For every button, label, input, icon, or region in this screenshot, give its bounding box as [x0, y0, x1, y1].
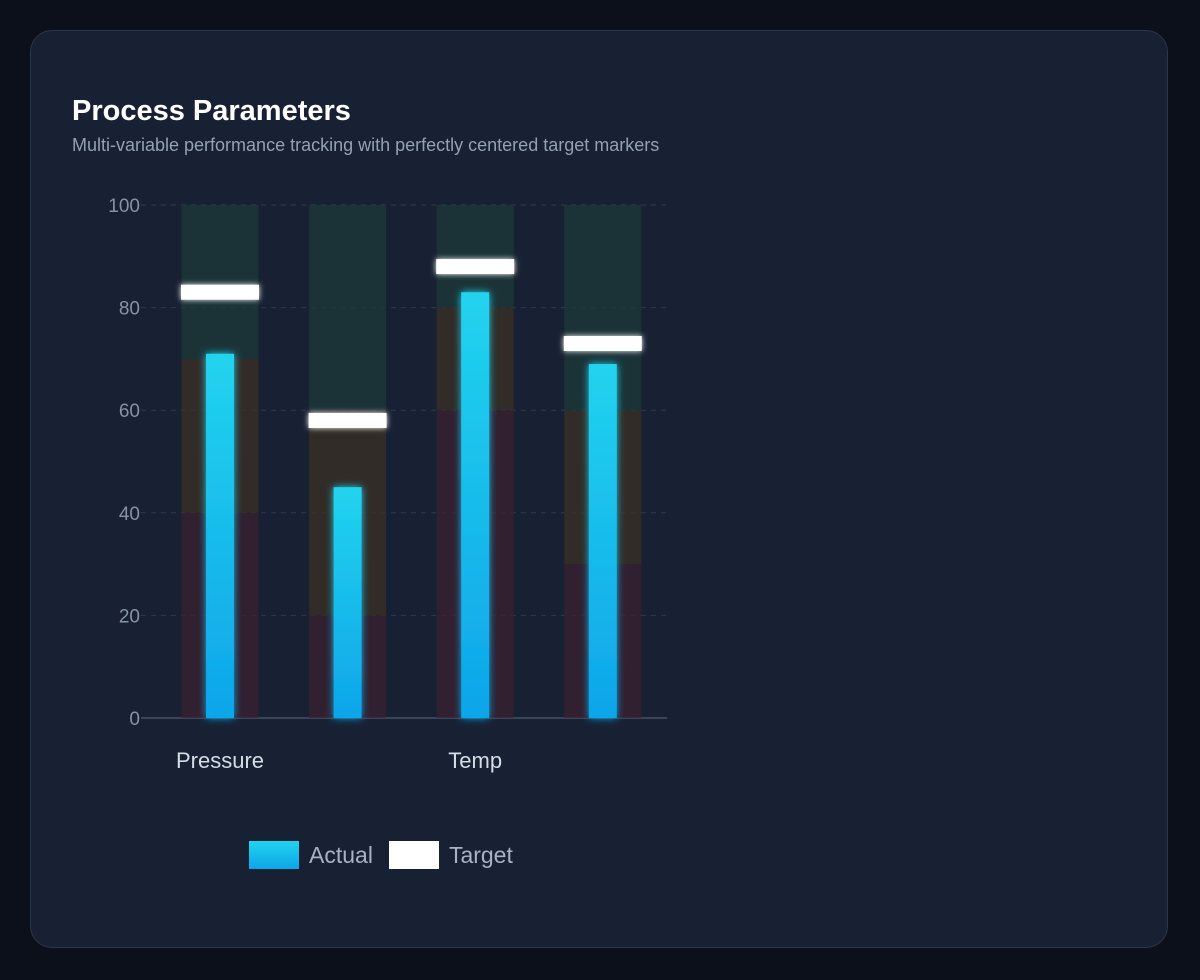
x-category-label: Temp [448, 748, 502, 773]
legend-item-target[interactable]: Target [388, 841, 513, 869]
band-good [309, 205, 387, 411]
band-good [436, 205, 514, 308]
target-marker [181, 284, 259, 300]
target-marker [308, 412, 387, 428]
actual-bar [588, 364, 617, 718]
actual-bar [206, 353, 234, 718]
target-marker [563, 336, 642, 352]
y-tick-label: 40 [119, 504, 140, 525]
x-category-label: Pressure [176, 748, 264, 773]
band-good [181, 205, 259, 359]
legend-swatch-target [388, 841, 439, 869]
band-layer [181, 205, 642, 718]
legend-swatch-actual [249, 841, 299, 869]
label-layer: 0 20 40 60 80 100 Pressure Temp [108, 196, 502, 773]
chart-title: Process Parameters [72, 95, 351, 127]
actual-bar [461, 292, 490, 718]
y-tick-label: 60 [119, 401, 140, 422]
legend-item-actual[interactable]: Actual [249, 841, 373, 869]
chart-card: Process Parameters Multi-variable perfor… [30, 30, 1168, 948]
chart-subtitle: Multi-variable performance tracking with… [72, 135, 660, 155]
bullet-chart: 0 20 40 60 80 100 Pressure Temp [108, 196, 667, 773]
y-tick-label: 100 [108, 196, 140, 217]
target-marker [436, 259, 515, 275]
bar-layer [206, 292, 617, 718]
actual-bar [333, 487, 362, 718]
y-tick-label: 20 [119, 606, 140, 627]
y-tick-label: 0 [129, 709, 140, 730]
y-tick-label: 80 [119, 299, 140, 320]
legend-label-target: Target [448, 841, 513, 868]
target-layer [181, 259, 642, 428]
chart-legend: Actual Target [249, 839, 529, 871]
legend-label-actual: Actual [309, 841, 373, 868]
